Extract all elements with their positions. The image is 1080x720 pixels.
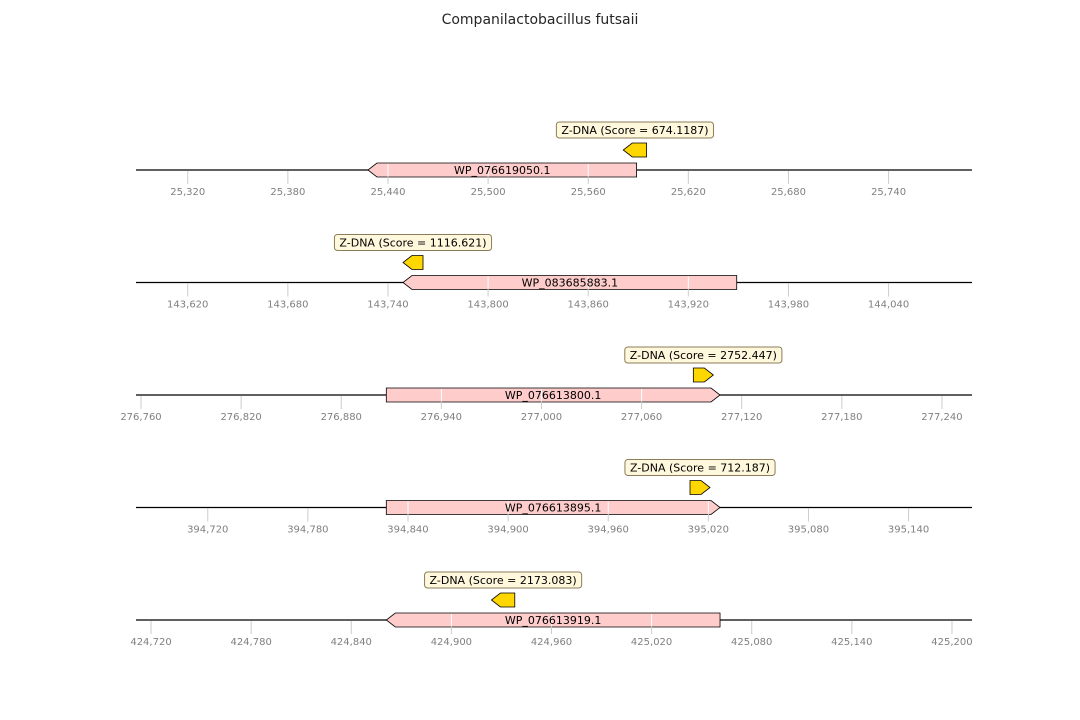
tick-label: 143,800 [467, 300, 508, 311]
tick-label: 425,200 [931, 637, 972, 648]
z-dna-feature-arrow [689, 480, 711, 495]
tick-label: 25,500 [471, 187, 506, 198]
z-dna-feature-arrow [490, 592, 516, 608]
tick-label: 277,060 [621, 412, 662, 423]
figure-title: Companilactobacillus futsaii [441, 12, 639, 28]
tick-label: 394,780 [287, 525, 328, 536]
gene-arrow [385, 387, 721, 403]
tick-label: 143,620 [167, 300, 208, 311]
tick-label: 144,040 [868, 300, 909, 311]
z-dna-feature-arrow [692, 367, 715, 383]
tick-label: 395,080 [788, 525, 829, 536]
tick-label: 276,820 [220, 412, 261, 423]
z-dna-label-box [333, 234, 493, 251]
track-2: 143,620 143,680 143,740 143,800 143,860 143,9… [136, 234, 972, 311]
tick-label: 25,380 [270, 187, 305, 198]
track-5: 424,720 424,780 424,840 424,900 424,960 425,0… [130, 571, 973, 648]
tick-label: 394,960 [588, 525, 629, 536]
tick-label: 277,240 [921, 412, 962, 423]
gene-arrow [385, 612, 721, 628]
track-1: 25,320 25,380 25,440 25,500 25,560 25,620 25,6… [136, 121, 972, 198]
z-dna-label-box [424, 571, 583, 589]
gene-arrow [367, 162, 637, 178]
tick-label: 276,760 [120, 412, 161, 423]
tick-label: 277,000 [521, 412, 562, 423]
gene-arrow [402, 275, 738, 290]
gene-arrow [385, 500, 721, 515]
gene-label: WP_076613895.1 [505, 502, 602, 515]
z-dna-feature-label: Z-DNA (Score = 2752.447) [630, 349, 777, 362]
tick-label: 424,900 [431, 637, 472, 648]
gene-label: WP_083685883.1 [522, 277, 619, 290]
tick-label: 276,880 [321, 412, 362, 423]
z-dna-feature-label: Z-DNA (Score = 2173.083) [430, 574, 577, 587]
tick-label: 425,020 [631, 637, 672, 648]
tick-label: 276,940 [421, 412, 462, 423]
tick-label: 25,560 [571, 187, 606, 198]
tick-label: 25,440 [370, 187, 405, 198]
tick-label: 424,720 [130, 637, 171, 648]
gene-label: WP_076613800.1 [505, 389, 602, 402]
tick-label: 143,980 [768, 300, 809, 311]
gene-label: WP_076613919.1 [505, 614, 602, 627]
tick-label: 395,140 [888, 525, 929, 536]
gene-label: WP_076619050.1 [454, 164, 551, 177]
tick-label: 25,740 [871, 187, 906, 198]
tick-label: 394,720 [187, 525, 228, 536]
tick-label: 143,740 [367, 300, 408, 311]
z-dna-label-box [555, 121, 714, 139]
tick-label: 143,860 [568, 300, 609, 311]
tick-label: 143,920 [668, 300, 709, 311]
tick-label: 424,840 [331, 637, 372, 648]
tick-label: 425,140 [831, 637, 872, 648]
z-dna-feature-arrow [402, 255, 424, 270]
track-3: 276,760 276,820 276,880 276,940 277,000 277,0… [120, 346, 972, 423]
tick-label: 25,620 [671, 187, 706, 198]
z-dna-feature-arrow [622, 142, 648, 158]
tick-label: 394,900 [487, 525, 528, 536]
track-4: 394,720 394,780 394,840 394,900 394,960 395,0… [136, 459, 972, 536]
tick-label: 277,120 [721, 412, 762, 423]
z-dna-feature-label: Z-DNA (Score = 674.1187) [561, 124, 708, 137]
tick-label: 395,020 [688, 525, 729, 536]
z-dna-feature-label: Z-DNA (Score = 1116.621) [339, 237, 486, 250]
tick-label: 424,780 [230, 637, 271, 648]
z-dna-feature-label: Z-DNA (Score = 712.187) [630, 462, 770, 475]
z-dna-label-box [624, 459, 776, 476]
tick-label: 425,080 [731, 637, 772, 648]
tick-label: 25,680 [771, 187, 806, 198]
tick-label: 25,320 [170, 187, 205, 198]
tick-label: 424,960 [531, 637, 572, 648]
tick-label: 277,180 [821, 412, 862, 423]
z-dna-label-box [624, 346, 783, 364]
tick-label: 394,840 [387, 525, 428, 536]
tick-label: 143,680 [267, 300, 308, 311]
